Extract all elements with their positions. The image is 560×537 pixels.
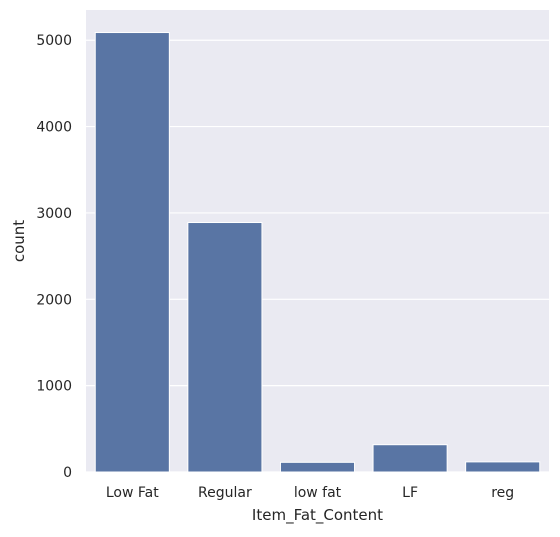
y-tick-labels: 0 1000 2000 3000 4000 5000 (36, 33, 72, 481)
y-tick-label: 3000 (36, 206, 72, 222)
y-tick-label: 1000 (36, 379, 72, 395)
y-tick-label: 0 (63, 465, 72, 481)
bar (465, 461, 541, 473)
y-tick-label: 2000 (36, 292, 72, 308)
x-tick-label: low fat (294, 485, 342, 501)
x-axis-label: Item_Fat_Content (252, 506, 383, 525)
bar (94, 32, 170, 473)
x-tick-label: reg (491, 485, 514, 501)
bar (372, 444, 448, 473)
bar (279, 461, 356, 473)
x-tick-labels: Low Fat Regular low fat LF reg (106, 485, 514, 501)
x-tick-label: LF (402, 485, 418, 501)
x-tick-label: Low Fat (106, 485, 159, 501)
y-tick-label: 4000 (36, 120, 72, 136)
x-tick-label: Regular (198, 485, 252, 501)
bar (187, 222, 263, 473)
bars (94, 32, 541, 473)
y-axis-label: count (10, 220, 28, 262)
y-tick-label: 5000 (36, 33, 72, 49)
